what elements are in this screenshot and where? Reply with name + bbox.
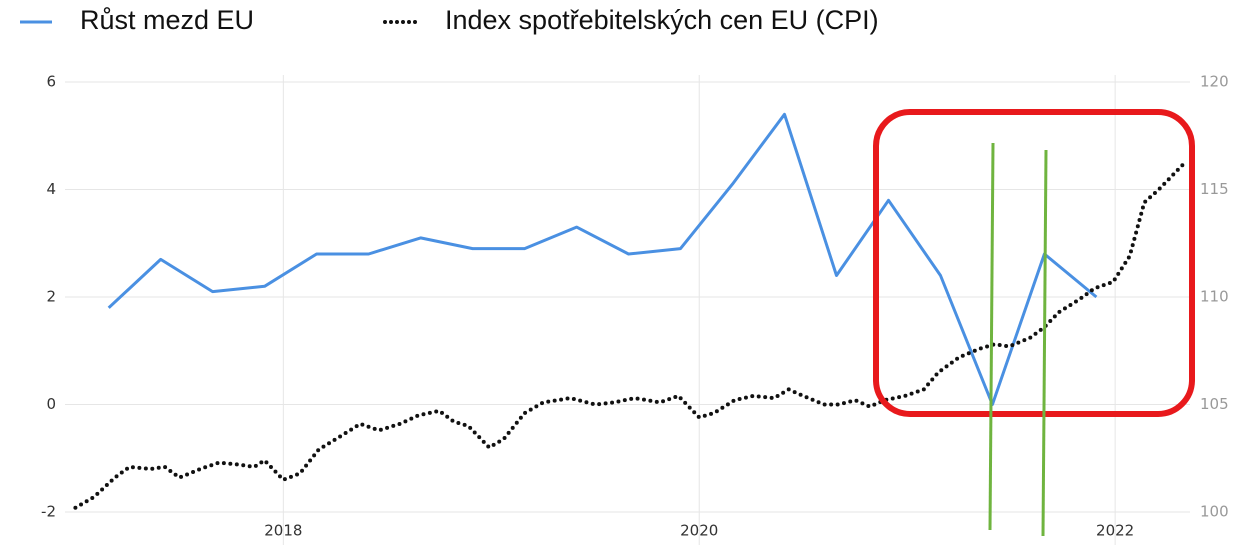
- legend-label: Růst mezd EU: [80, 5, 254, 35]
- highlight-box: [873, 109, 1195, 417]
- legend-label: Index spotřebitelských cen EU (CPI): [445, 5, 879, 35]
- legend: Růst mezd EU Index spotřebitelských cen E…: [20, 5, 879, 35]
- marker-line: [1041, 149, 1048, 537]
- y-tick-label: -2: [41, 503, 56, 521]
- y2-tick-label: 105: [1200, 395, 1229, 413]
- y-tick-label: 2: [46, 288, 56, 306]
- series-line: [107, 112, 1098, 406]
- lines: [73, 112, 1186, 510]
- y2-tick-label: 110: [1200, 288, 1229, 306]
- grid: -2 0 2 4 6 100 105 110 115 120 2018 2020 2022: [41, 73, 1229, 545]
- y2-tick-label: 100: [1200, 503, 1229, 521]
- y2-tick-label: 120: [1200, 73, 1229, 91]
- x-tick-label: 2018: [264, 522, 302, 540]
- y2-tick-label: 115: [1200, 180, 1229, 198]
- series-line: [73, 161, 1186, 510]
- marker-line: [988, 142, 995, 531]
- x-tick-label: 2020: [680, 522, 718, 540]
- x-tick-label: 2022: [1096, 522, 1134, 540]
- y-tick-label: 6: [46, 73, 56, 91]
- y-tick-label: 0: [46, 395, 56, 413]
- y-tick-label: 4: [46, 180, 56, 198]
